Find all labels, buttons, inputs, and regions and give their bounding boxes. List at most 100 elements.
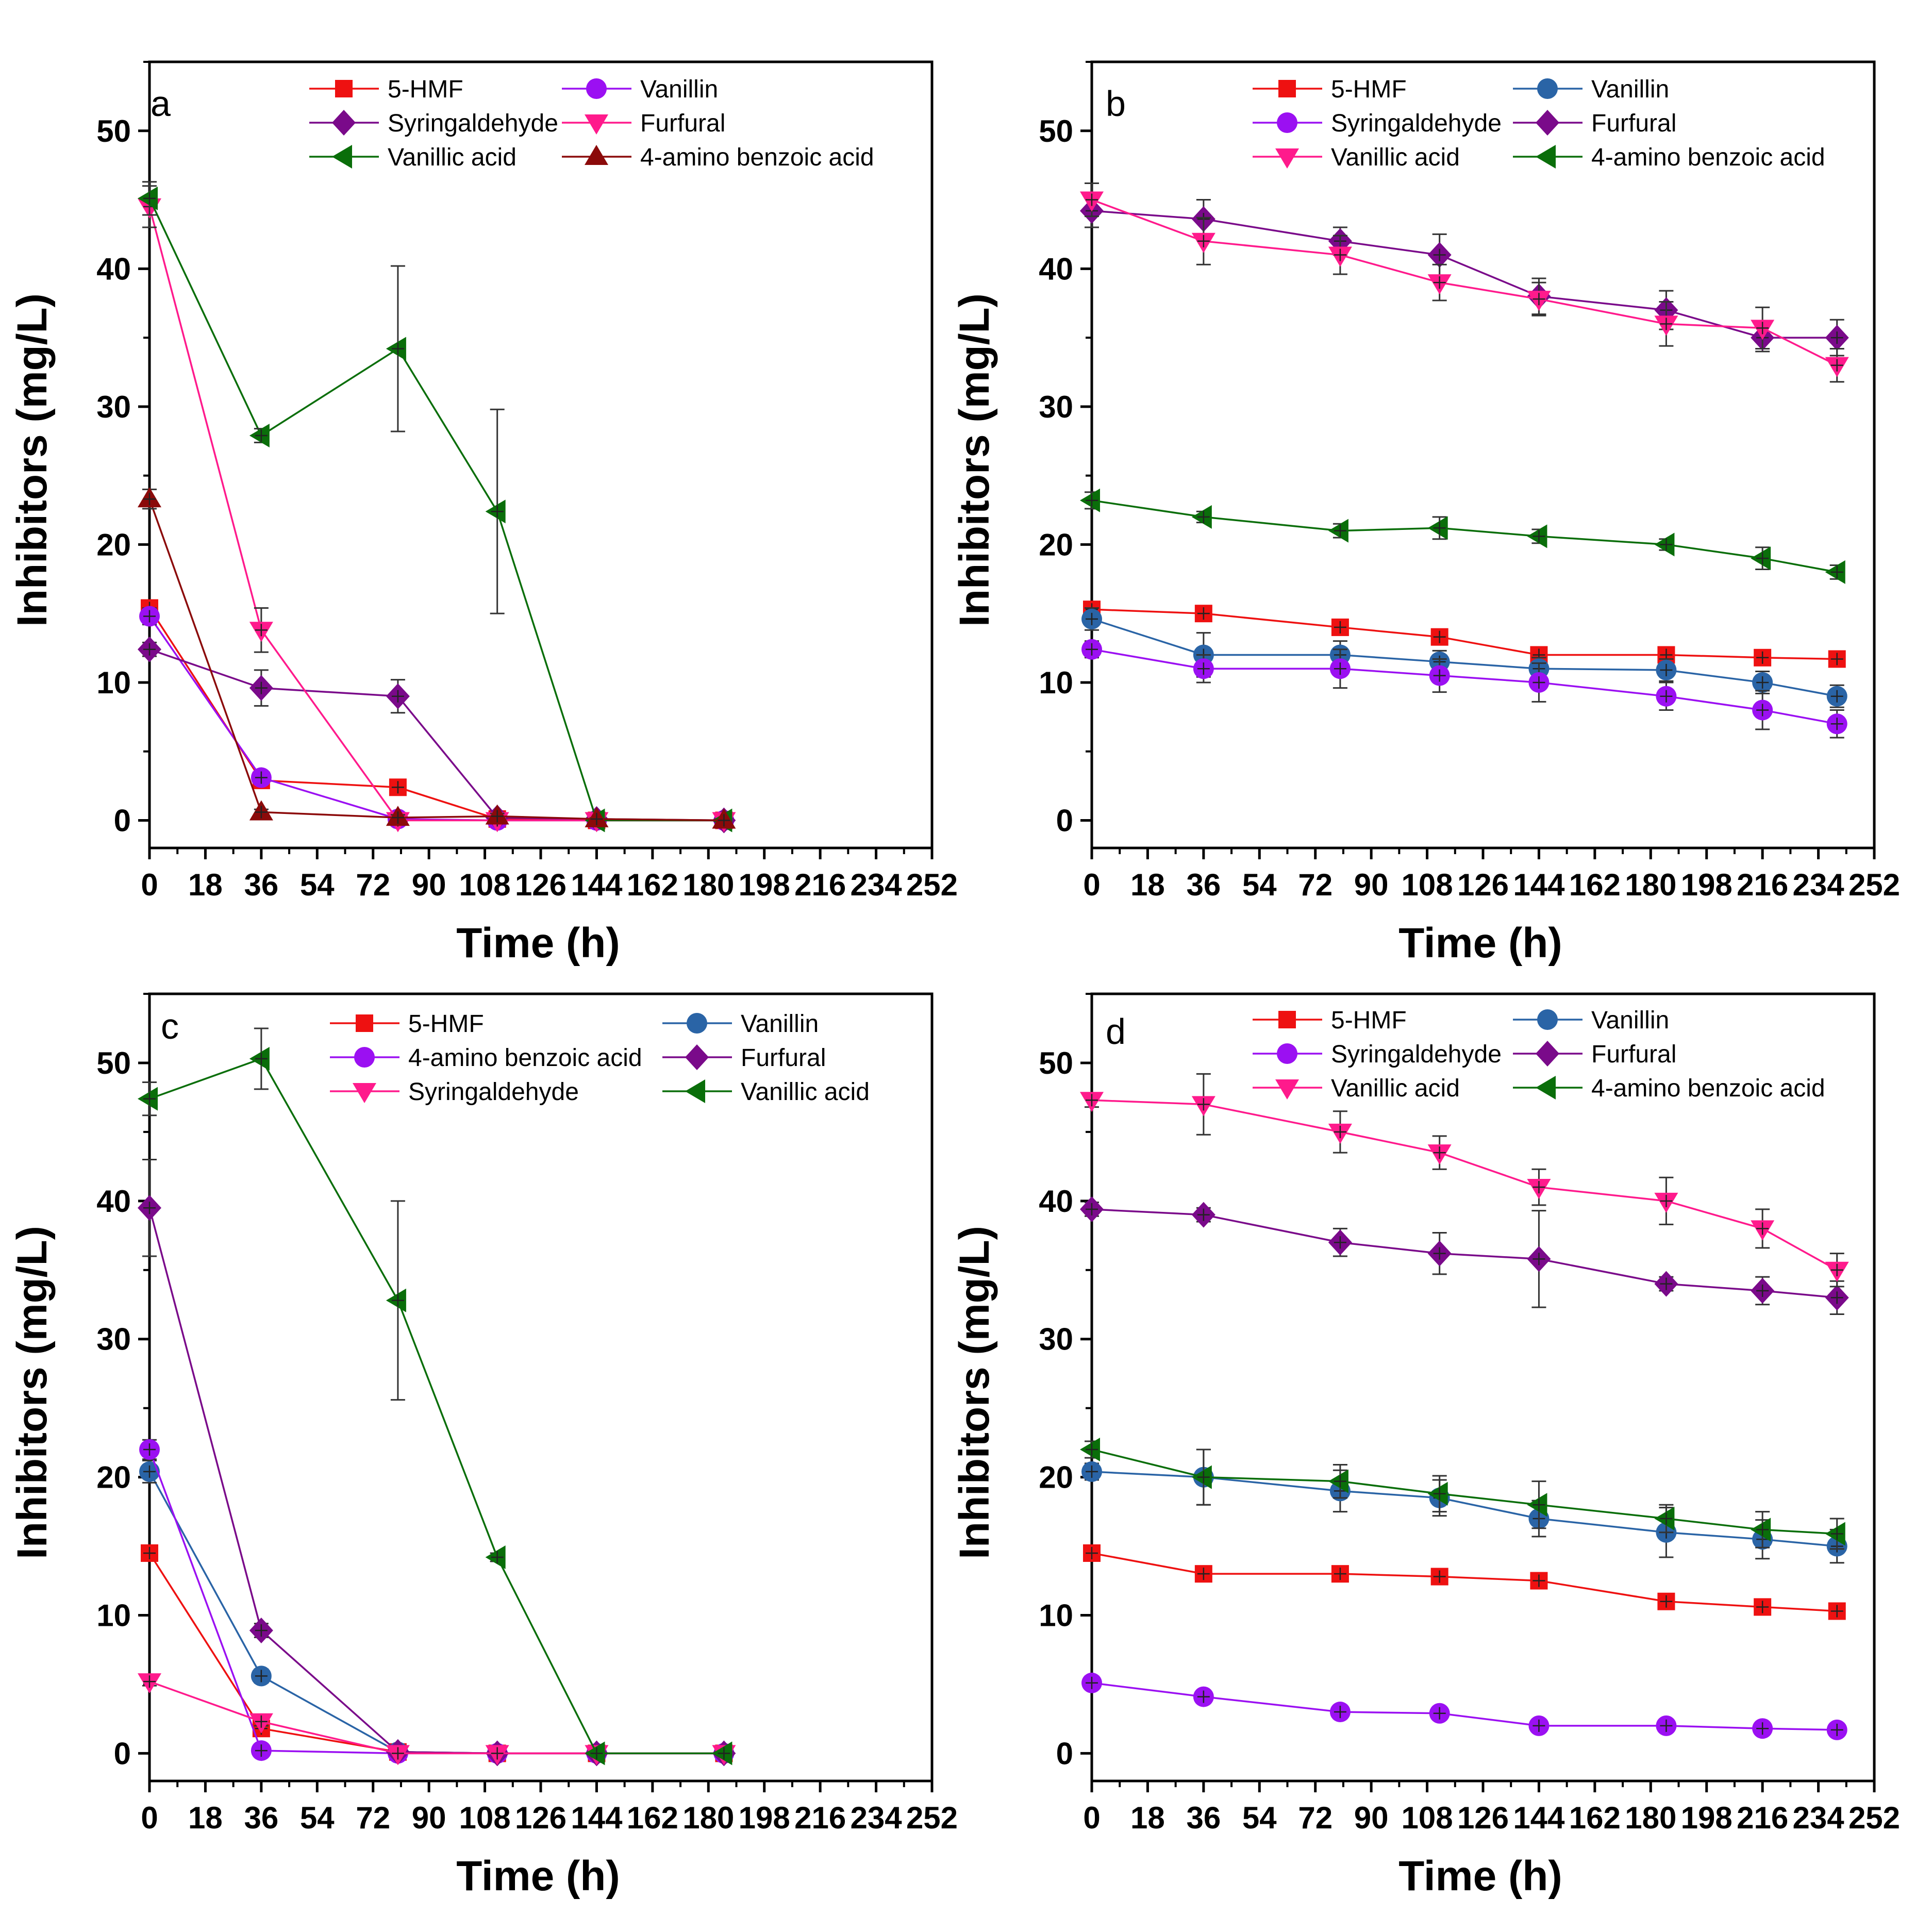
legend-label: Vanillic acid (388, 144, 517, 171)
y-tick-label: 50 (1039, 114, 1073, 148)
legend-label: Vanillin (741, 1010, 819, 1038)
legend-entry: Vanillin (1513, 1007, 1669, 1034)
y-tick-label: 30 (1039, 1322, 1073, 1357)
panel-letter: a (151, 84, 171, 124)
x-tick-label: 0 (1083, 868, 1100, 902)
x-tick-label: 162 (627, 868, 678, 902)
x-tick-label: 144 (571, 1801, 623, 1835)
legend-label: Furfural (640, 110, 725, 137)
legend-label: Vanillin (640, 76, 718, 103)
series-line (1091, 1682, 1837, 1731)
legend-marker (1278, 80, 1296, 97)
x-tick-label: 90 (412, 1801, 446, 1835)
x-tick-label: 198 (739, 868, 790, 902)
x-tick-label: 216 (794, 868, 846, 902)
x-tick-label: 72 (1298, 1801, 1333, 1835)
x-tick-label: 198 (739, 1801, 790, 1835)
x-tick-label: 252 (906, 1801, 958, 1835)
x-tick-label: 54 (300, 868, 335, 902)
legend-label: Vanillic acid (741, 1078, 870, 1106)
series-5-hmf (141, 1544, 733, 1762)
legend-entry: Furfural (1513, 110, 1676, 137)
y-tick-label: 50 (96, 1046, 131, 1080)
legend-marker (1537, 78, 1558, 99)
y-tick-label: 20 (1039, 527, 1073, 562)
x-tick-label: 108 (1402, 868, 1453, 902)
series-furfural (138, 185, 736, 832)
x-tick-label: 252 (1848, 868, 1900, 902)
legend-label: 5-HMF (1331, 1007, 1407, 1034)
x-tick-label: 90 (1354, 1801, 1389, 1835)
series-4-amino-benzoic-acid (1080, 488, 1845, 584)
series-syringaldehyde (138, 636, 736, 834)
x-tick-label: 126 (1457, 868, 1509, 902)
plot-frame (1090, 992, 1876, 1783)
legend-entry: Vanillin (662, 1010, 819, 1038)
x-tick-label: 252 (906, 868, 958, 902)
x-tick-label: 234 (851, 868, 903, 902)
legend-entry: 5-HMF (1253, 1007, 1407, 1034)
legend-label: 4-amino benzoic acid (640, 144, 874, 171)
x-tick-label: 144 (1513, 868, 1565, 902)
series-vanillic-acid (1080, 1073, 1849, 1288)
series-4-amino-benzoic-acid (138, 487, 736, 829)
series-vanillic-acid (1080, 182, 1849, 383)
series-syringaldehyde (138, 1673, 736, 1766)
legend-entry: 5-HMF (1253, 76, 1407, 103)
series-line (1091, 648, 1838, 725)
legend-entry: 5-HMF (330, 1010, 484, 1038)
x-tick-label: 36 (244, 868, 278, 902)
x-tick-label: 18 (188, 1801, 223, 1835)
y-tick-label: 50 (96, 114, 131, 148)
y-tick-label: 0 (1056, 803, 1073, 838)
x-tick-label: 108 (459, 868, 511, 902)
x-tick-label: 54 (300, 1801, 335, 1835)
legend-label: Syringaldehyde (1331, 1041, 1502, 1068)
x-tick-label: 144 (571, 868, 623, 902)
legend-label: 5-HMF (408, 1010, 484, 1038)
legend-entry: Vanillic acid (1253, 144, 1460, 171)
legend-entry: Furfural (1513, 1041, 1676, 1068)
legend-marker (586, 78, 607, 99)
legend-label: Furfural (741, 1044, 826, 1072)
x-tick-label: 234 (1793, 868, 1845, 902)
series-line (149, 648, 724, 822)
series-line (1091, 499, 1838, 573)
legend-marker (585, 114, 608, 135)
series-line (1091, 1208, 1837, 1299)
legend-label: Syringaldehyde (1331, 110, 1502, 137)
y-axis-label: Inhibitors (mg/L) (951, 293, 998, 627)
y-tick-label: 30 (96, 390, 131, 424)
series-4-amino-benzoic-acid (139, 1439, 735, 1764)
series-5-hmf (141, 599, 733, 829)
legend-entry: Syringaldehyde (309, 110, 558, 137)
legend-label: Syringaldehyde (388, 110, 558, 137)
y-tick-label: 0 (1056, 1736, 1073, 1771)
x-tick-label: 90 (412, 868, 446, 902)
legend-entry: 4-amino benzoic acid (562, 144, 874, 171)
legend-entry: Vanillic acid (1253, 1075, 1460, 1102)
legend-marker (1277, 1043, 1297, 1064)
series-line (1091, 198, 1838, 367)
legend-marker (332, 145, 352, 169)
y-tick-label: 40 (1039, 252, 1073, 286)
x-tick-label: 198 (1681, 1801, 1733, 1835)
series-line (1091, 618, 1838, 697)
series-line (149, 1057, 724, 1755)
series-4-amino-benzoic-acid (1080, 1438, 1845, 1550)
x-tick-label: 72 (356, 868, 390, 902)
x-tick-label: 126 (515, 1801, 567, 1835)
x-axis-label: Time (h) (456, 1853, 620, 1900)
y-tick-label: 20 (96, 527, 131, 562)
legend-marker (687, 1013, 707, 1034)
legend-entry: 4-amino benzoic acid (1513, 1075, 1825, 1102)
x-tick-label: 36 (244, 1801, 278, 1835)
x-tick-label: 216 (1737, 1801, 1788, 1835)
y-tick-label: 30 (1039, 390, 1073, 424)
x-tick-label: 162 (627, 1801, 678, 1835)
legend-label: 4-amino benzoic acid (408, 1044, 642, 1072)
legend-label: 4-amino benzoic acid (1591, 144, 1825, 171)
chart-panel-d: 0 18 36 54 72 90 108 126 144 162 180 198 216 234 252 0 1… (951, 992, 1900, 1900)
legend-marker (356, 1014, 373, 1032)
